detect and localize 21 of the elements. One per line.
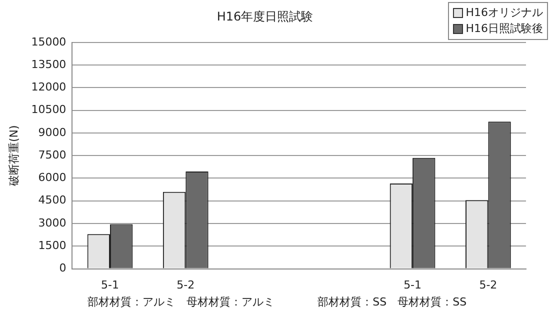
y-tick-label: 12000 [31, 80, 66, 94]
y-tick-label: 3000 [38, 216, 66, 230]
text: 部材材質：アルミ 母材材質：アルミ [88, 296, 275, 309]
legend-label: H16オリジナル [464, 5, 543, 21]
y-tick-label: 9000 [38, 126, 66, 139]
y-tick-label: 10500 [31, 103, 66, 116]
y-tick-label: 7500 [38, 148, 66, 162]
y-tick-label: 13500 [31, 58, 66, 71]
y-tick-label: 6000 [38, 171, 66, 184]
chart-title: H16年度日照試験 [216, 9, 314, 24]
x-tick-label: 5-2 [176, 278, 195, 292]
x-tick-label: 5-1 [101, 278, 119, 292]
y-tick-label: 1500 [38, 239, 66, 252]
legend-label: H16日照試験後 [464, 21, 543, 37]
y-axis-title: 破断荷重(N) [7, 125, 20, 188]
x-tick-label: 5-1 [404, 278, 422, 292]
y-tick-label: 4500 [38, 194, 66, 207]
y-tick-label: 0 [59, 262, 66, 275]
text: 部材材質：SS 母材材質：SS [318, 296, 467, 309]
y-tick-label: 15000 [31, 35, 66, 48]
x-tick-label: 5-2 [479, 278, 498, 292]
